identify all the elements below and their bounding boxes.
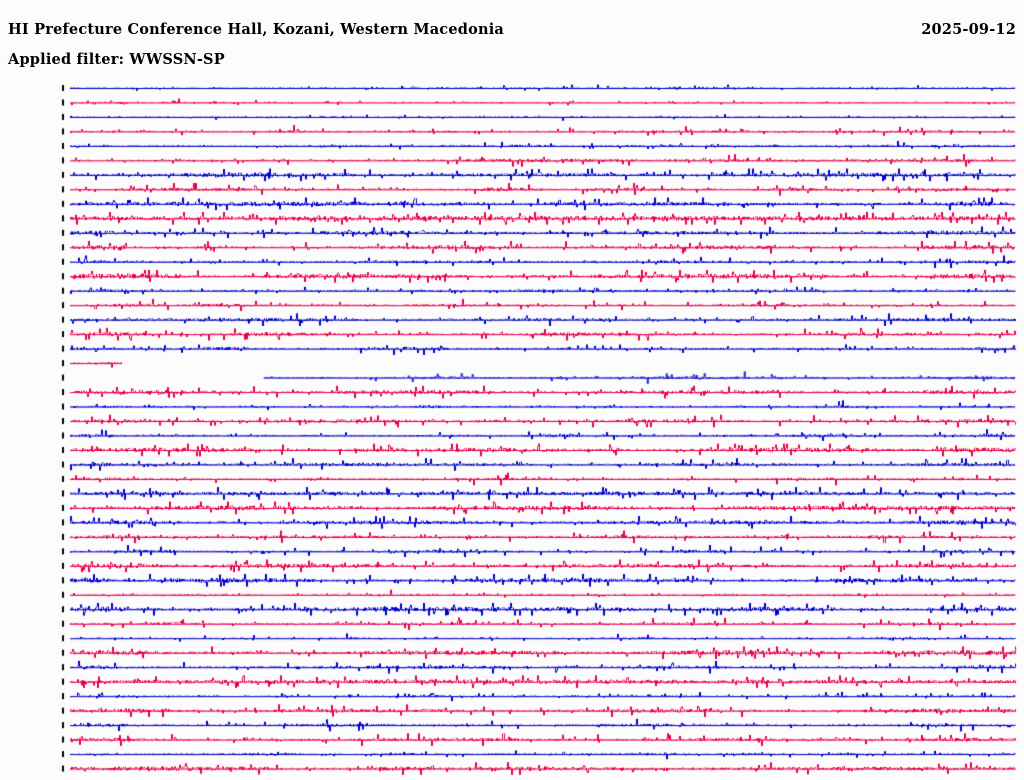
applied-filter-label: Applied filter: WWSSN-SP — [8, 51, 225, 68]
seismogram-plot[interactable] — [0, 80, 1024, 780]
record-date: 2025-09-12 — [921, 21, 1016, 38]
page-title: HI Prefecture Conference Hall, Kozani, W… — [8, 21, 505, 38]
seismogram-canvas[interactable] — [0, 80, 1024, 780]
